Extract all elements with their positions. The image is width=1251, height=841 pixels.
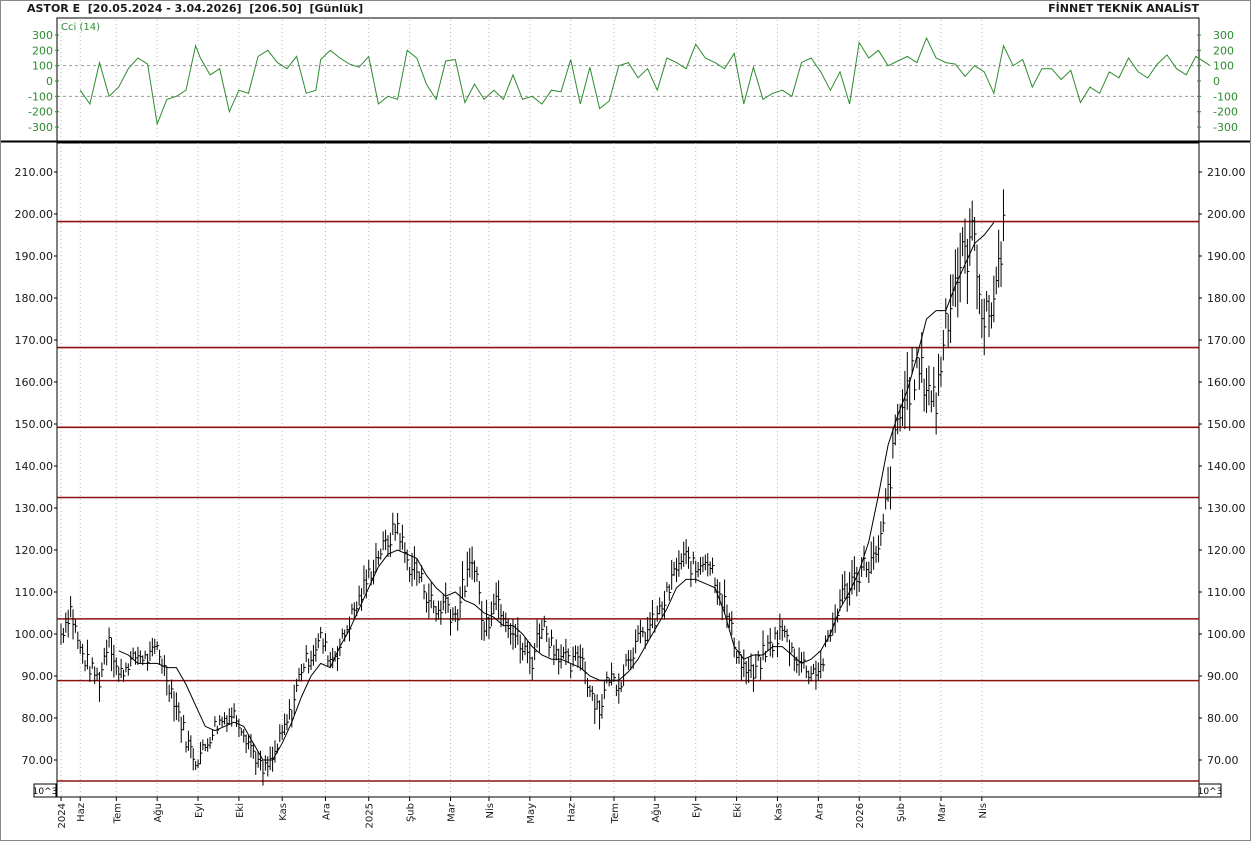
time-tick-label: Ara bbox=[321, 803, 332, 820]
time-tick-label: Nis bbox=[978, 803, 989, 818]
price-tick-label-left: 180.00 bbox=[15, 292, 54, 305]
cci-tick-label-left: -100 bbox=[28, 90, 53, 103]
time-tick-label: Ağu bbox=[650, 803, 662, 823]
price-tick-label-left: 130.00 bbox=[15, 502, 54, 515]
date-range-label: [20.05.2024 - 3.04.2026] bbox=[87, 2, 242, 15]
moving-average-line bbox=[118, 222, 995, 761]
time-tick-label: Kas bbox=[278, 803, 289, 821]
time-tick-label: 2025 bbox=[365, 803, 376, 828]
scale-note-left: 10^3 bbox=[33, 787, 58, 797]
price-tick-label-right: 70.00 bbox=[1207, 754, 1239, 767]
time-tick-label: Tem bbox=[610, 803, 621, 824]
time-tick-label: 2026 bbox=[855, 803, 866, 828]
cci-tick-label-left: 0 bbox=[46, 75, 53, 88]
cci-tick-label-right: 0 bbox=[1213, 75, 1220, 88]
time-tick-label: Kas bbox=[773, 803, 784, 821]
price-tick-label-right: 170.00 bbox=[1207, 334, 1246, 347]
price-tick-label-right: 160.00 bbox=[1207, 376, 1246, 389]
time-tick-label: Mar bbox=[937, 802, 948, 822]
price-tick-label-left: 170.00 bbox=[15, 334, 54, 347]
cci-tick-label-left: 100 bbox=[32, 60, 53, 73]
cci-grid bbox=[57, 20, 1199, 140]
price-tick-label-left: 120.00 bbox=[15, 544, 54, 557]
price-tick-label-left: 90.00 bbox=[22, 670, 54, 683]
scale-note-right-box bbox=[1198, 783, 1222, 798]
time-tick-label: Şub bbox=[406, 803, 417, 822]
time-tick-label: Ağu bbox=[152, 803, 164, 823]
price-tick-label-left: 190.00 bbox=[15, 250, 54, 263]
price-tick-label-right: 200.00 bbox=[1207, 208, 1246, 221]
price-tick-label-right: 150.00 bbox=[1207, 418, 1246, 431]
price-tick-label-left: 80.00 bbox=[22, 712, 54, 725]
price-frame bbox=[56, 142, 1200, 798]
moving-average bbox=[118, 222, 995, 761]
price-tick-label-right: 210.00 bbox=[1207, 166, 1246, 179]
cci-tick-label-right: -100 bbox=[1213, 90, 1238, 103]
cci-series bbox=[79, 36, 1211, 126]
price-tick-label-right: 100.00 bbox=[1207, 628, 1246, 641]
price-tick-label-right: 140.00 bbox=[1207, 460, 1246, 473]
brand-label: FİNNET TEKNİK ANALİST bbox=[1048, 2, 1199, 15]
time-tick-label: Eyl bbox=[194, 803, 205, 818]
price-axis: 210.00 210.00 200.00 200.00 190.00 190.00 180.… bbox=[15, 166, 1246, 798]
price-tick-label-left: 70.00 bbox=[22, 754, 54, 767]
time-tick-label: Haz bbox=[76, 803, 87, 822]
price-tick-label-left: 210.00 bbox=[15, 166, 54, 179]
cci-tick-label-left: -200 bbox=[28, 106, 53, 119]
price-tick-label-right: 90.00 bbox=[1207, 670, 1239, 683]
time-tick-label: Mar bbox=[446, 802, 457, 822]
price-grid bbox=[60, 143, 983, 797]
price-tick-label-left: 150.00 bbox=[15, 418, 54, 431]
time-tick-label: Eyl bbox=[692, 803, 703, 818]
price-tick-label-left: 200.00 bbox=[15, 208, 54, 221]
cci-tick-label-left: -300 bbox=[28, 121, 53, 134]
price-tick-label-left: 110.00 bbox=[15, 586, 54, 599]
support-resistance-lines bbox=[57, 220, 1199, 782]
time-axis: 2024 Haz Tem Ağu Eyl Eki Kas Ara 2025 Şub Mar Nis Ma… bbox=[57, 796, 1199, 828]
price-bars bbox=[60, 189, 1006, 786]
period-label: [Günlük] bbox=[309, 2, 364, 15]
time-tick-label: Tem bbox=[112, 803, 123, 824]
time-tick-label: Nis bbox=[485, 803, 496, 818]
symbol-label: ASTOR E bbox=[27, 2, 81, 15]
time-tick-label: Eki bbox=[733, 803, 744, 818]
cci-frame bbox=[56, 17, 1200, 143]
cci-tick-label-left: 300 bbox=[32, 29, 53, 42]
scale-note-left-box bbox=[33, 783, 57, 798]
price-tick-label-left: 160.00 bbox=[15, 376, 54, 389]
cci-line bbox=[79, 36, 1211, 126]
time-tick-label: 2024 bbox=[57, 803, 68, 828]
time-tick-label: Ara bbox=[814, 803, 825, 820]
time-tick-label: Haz bbox=[567, 803, 578, 822]
price-tick-label-left: 100.00 bbox=[15, 628, 54, 641]
last-price-label: [206.50] bbox=[249, 2, 302, 15]
cci-tick-label-right: 100 bbox=[1213, 60, 1234, 73]
scale-note-right: 10^3 bbox=[1198, 787, 1223, 797]
chart-header: ASTOR E [20.05.2024 - 3.04.2026] [206.50… bbox=[27, 2, 363, 15]
cci-tick-label-left: 200 bbox=[32, 44, 53, 57]
cci-tick-label-right: 300 bbox=[1213, 29, 1234, 42]
price-tick-label-right: 180.00 bbox=[1207, 292, 1246, 305]
cci-indicator-label: Cci (14) bbox=[61, 22, 100, 33]
time-tick-label: Eki bbox=[235, 803, 246, 818]
price-tick-label-right: 120.00 bbox=[1207, 544, 1246, 557]
price-tick-label-right: 80.00 bbox=[1207, 712, 1239, 725]
cci-axis: 300 300 200 200 100 100 0 0 -100 -100 -200 -200 -300… bbox=[28, 22, 1238, 134]
time-tick-label: May bbox=[526, 803, 537, 824]
price-tick-label-right: 130.00 bbox=[1207, 502, 1246, 515]
cci-tick-label-right: 200 bbox=[1213, 44, 1234, 57]
cci-tick-label-right: -200 bbox=[1213, 106, 1238, 119]
cci-tick-label-right: -300 bbox=[1213, 121, 1238, 134]
price-tick-label-left: 140.00 bbox=[15, 460, 54, 473]
price-tick-label-right: 190.00 bbox=[1207, 250, 1246, 263]
time-tick-label: Şub bbox=[896, 803, 907, 822]
price-tick-label-right: 110.00 bbox=[1207, 586, 1246, 599]
